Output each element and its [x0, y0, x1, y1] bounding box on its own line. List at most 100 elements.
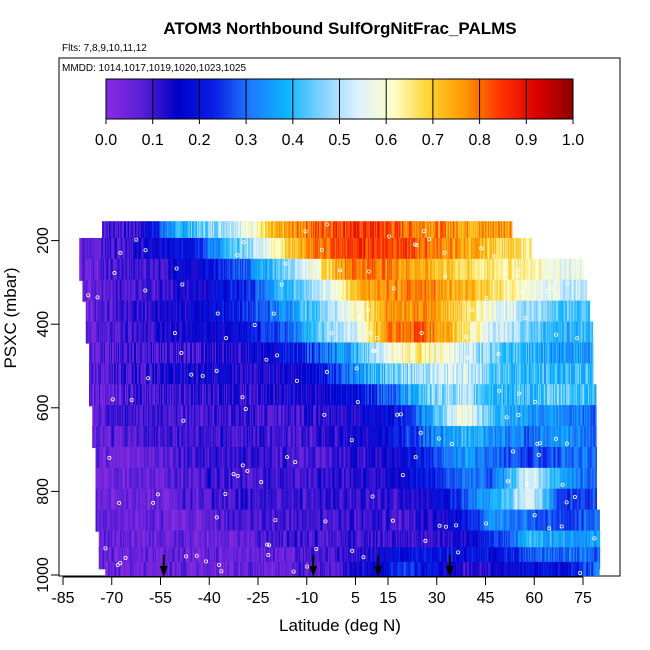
- heatmap-cell: [120, 405, 122, 428]
- heatmap-cell: [178, 279, 180, 302]
- heatmap-cell: [97, 237, 99, 260]
- heatmap-cell: [277, 237, 279, 260]
- heatmap-cell: [121, 221, 123, 244]
- heatmap-cell: [125, 342, 127, 365]
- heatmap-cell: [382, 321, 385, 344]
- heatmap-cell: [541, 258, 543, 281]
- heatmap-cell: [310, 405, 312, 428]
- heatmap-cell: [573, 279, 575, 302]
- heatmap-cell: [478, 221, 480, 244]
- heatmap-cell: [478, 300, 481, 323]
- heatmap-cell: [220, 405, 222, 428]
- heatmap-cell: [194, 321, 197, 344]
- heatmap-cell: [235, 363, 237, 386]
- heatmap-cell: [352, 221, 354, 244]
- heatmap-cell: [187, 384, 189, 407]
- heatmap-cell: [121, 237, 123, 260]
- heatmap-cell: [112, 405, 114, 428]
- heatmap-cell: [183, 221, 185, 244]
- heatmap-cell: [218, 342, 220, 365]
- heatmap-cell: [285, 384, 287, 407]
- heatmap-cell: [159, 258, 161, 281]
- heatmap-cell: [562, 342, 564, 365]
- heatmap-cell: [243, 363, 245, 386]
- heatmap-cell: [306, 363, 308, 386]
- heatmap-cell: [205, 405, 207, 428]
- heatmap-cell: [440, 221, 442, 244]
- heatmap-cell: [353, 237, 355, 260]
- heatmap-cell: [458, 300, 461, 323]
- heatmap-cell: [352, 237, 354, 260]
- heatmap-cell: [176, 279, 178, 302]
- heatmap-cell: [207, 300, 210, 323]
- heatmap-cell: [187, 300, 190, 323]
- heatmap-cell: [247, 221, 249, 244]
- heatmap-cell: [94, 363, 96, 386]
- heatmap-cell: [394, 405, 396, 428]
- heatmap-cell: [338, 405, 340, 428]
- heatmap-cell: [328, 300, 331, 323]
- heatmap-cell: [275, 321, 278, 344]
- heatmap-cell: [165, 321, 168, 344]
- heatmap-cell: [234, 342, 236, 365]
- heatmap-cell: [89, 279, 91, 302]
- heatmap-cell: [430, 384, 432, 407]
- heatmap-cell: [205, 384, 207, 407]
- heatmap-cell: [277, 363, 279, 386]
- heatmap-cell: [439, 363, 441, 386]
- heatmap-cell: [338, 363, 340, 386]
- heatmap-cell: [318, 221, 320, 244]
- heatmap-cell: [577, 279, 579, 302]
- heatmap-cell: [471, 221, 473, 244]
- heatmap-cell: [200, 221, 202, 244]
- heatmap-cell: [153, 279, 155, 302]
- heatmap-cell: [285, 405, 287, 428]
- heatmap-cell: [160, 405, 162, 428]
- heatmap-cell: [505, 279, 507, 302]
- heatmap-cell: [150, 384, 152, 407]
- heatmap-cell: [225, 342, 227, 365]
- heatmap-cell: [387, 258, 389, 281]
- heatmap-cell: [433, 258, 435, 281]
- heatmap-cell: [156, 237, 158, 260]
- heatmap-cell: [529, 342, 531, 365]
- heatmap-cell: [102, 321, 105, 344]
- heatmap-cell: [281, 279, 283, 302]
- heatmap-cell: [486, 321, 489, 344]
- heatmap-cell: [228, 258, 230, 281]
- heatmap-cell: [244, 258, 246, 281]
- heatmap-cell: [347, 363, 349, 386]
- heatmap-cell: [161, 221, 163, 244]
- heatmap-cell: [203, 405, 205, 428]
- heatmap-cell: [489, 300, 492, 323]
- heatmap-cell: [219, 321, 222, 344]
- heatmap-cell: [472, 405, 474, 428]
- heatmap-cell: [554, 342, 556, 365]
- heatmap-cell: [398, 237, 400, 260]
- heatmap-cell: [485, 363, 487, 386]
- heatmap-cell: [523, 279, 525, 302]
- heatmap-cell: [203, 258, 205, 281]
- heatmap-cell: [175, 405, 177, 428]
- heatmap-cell: [299, 363, 301, 386]
- heatmap-cell: [465, 405, 467, 428]
- heatmap-cell: [175, 300, 178, 323]
- heatmap-cell: [387, 405, 389, 428]
- heatmap-cell: [452, 321, 455, 344]
- heatmap-cell: [243, 300, 246, 323]
- heatmap-cell: [325, 342, 327, 365]
- heatmap-cell: [358, 321, 361, 344]
- heatmap-cell: [510, 321, 513, 344]
- heatmap-cell: [405, 321, 408, 344]
- heatmap-cell: [251, 384, 253, 407]
- heatmap-cell: [246, 363, 248, 386]
- heatmap-cell: [429, 279, 431, 302]
- heatmap-cell: [398, 342, 400, 365]
- heatmap-cell: [380, 237, 382, 260]
- heatmap-cell: [463, 384, 465, 407]
- heatmap-cell: [179, 237, 181, 260]
- heatmap-cell: [333, 221, 335, 244]
- heatmap-cell: [437, 405, 439, 428]
- heatmap-cell: [489, 384, 491, 407]
- heatmap-cell: [242, 342, 244, 365]
